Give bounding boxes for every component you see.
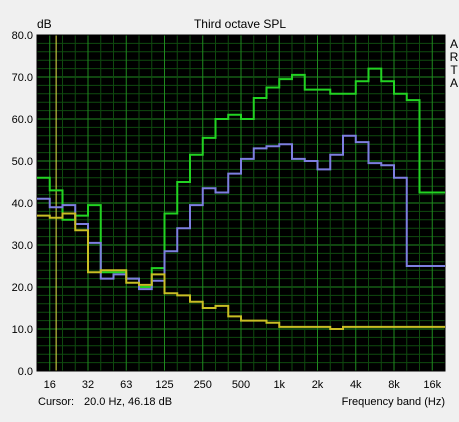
- side-label-letter: R: [450, 50, 459, 64]
- plot-border: [36, 34, 446, 372]
- x-tick-label: 2k: [312, 379, 324, 391]
- side-label-letter: A: [450, 37, 458, 51]
- x-tick-label: 250: [194, 379, 212, 391]
- y-tick-label: 30.0: [12, 240, 33, 252]
- series-lines: [37, 67, 445, 330]
- y-tick-label: 60.0: [12, 114, 33, 126]
- side-label-letter: T: [450, 63, 458, 77]
- x-tick-labels: 16 32 63 125 250 500 1k 2k 4k 8k 16k: [44, 379, 442, 391]
- x-tick-label: 63: [120, 379, 132, 391]
- y-tick-label: 80.0: [12, 30, 33, 42]
- y-tick-label: 0.0: [18, 366, 33, 378]
- y-tick-label: 10.0: [12, 324, 33, 336]
- cursor-label: Cursor:: [38, 396, 74, 408]
- cursor-readout: 20.0 Hz, 46.18 dB: [84, 396, 172, 408]
- y-tick-labels: 0.0 10.0 20.0 30.0 40.0 50.0 60.0 70.0 80.0: [12, 30, 33, 378]
- frequency-axis-label: Frequency band (Hz): [342, 396, 445, 408]
- y-tick-label: 40.0: [12, 198, 33, 210]
- x-tick-label: 32: [82, 379, 94, 391]
- chart-title: Third octave SPL: [194, 17, 286, 31]
- y-tick-label: 70.0: [12, 72, 33, 84]
- x-tick-label: 8k: [388, 379, 400, 391]
- series-line-3: [37, 212, 445, 330]
- y-axis-label: dB: [37, 17, 52, 31]
- x-tick-label: 16: [44, 379, 56, 391]
- x-tick-label: 125: [155, 379, 173, 391]
- series-line-2: [37, 134, 445, 291]
- y-tick-label: 20.0: [12, 282, 33, 294]
- x-tick-label: 4k: [350, 379, 362, 391]
- y-tick-label: 50.0: [12, 156, 33, 168]
- side-label-letter: A: [450, 76, 458, 90]
- x-tick-label: 16k: [423, 379, 441, 391]
- grid-lines: [36, 34, 446, 372]
- x-tick-label: 1k: [273, 379, 285, 391]
- x-tick-label: 500: [232, 379, 250, 391]
